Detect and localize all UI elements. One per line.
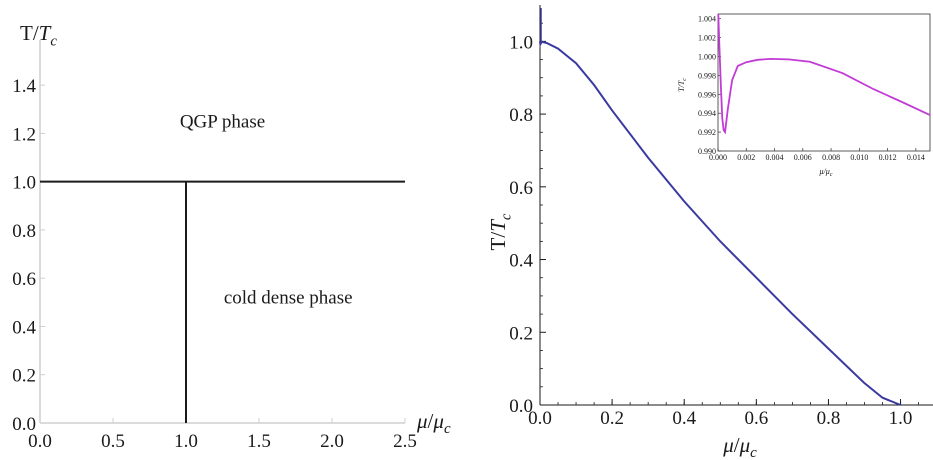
tc-curve-line	[539, 40, 901, 406]
y-tick-label: 1.0	[509, 32, 533, 53]
inset-frame	[717, 13, 931, 152]
inset-y-tick-label: 0.996	[698, 90, 716, 99]
inset-x-tick-label: 0.006	[794, 153, 812, 162]
x-tick-label: 0.0	[28, 431, 52, 452]
inset-y-tick-label: 1.000	[698, 53, 716, 62]
inset-curve-line	[717, 13, 931, 135]
x-tick-label: 1.0	[889, 408, 913, 429]
x-axis-label: μ/μc	[416, 409, 451, 437]
inset-x-tick-label: 0.012	[879, 153, 897, 162]
y-tick-label: 0.6	[509, 178, 533, 199]
inset-y-tick-label: 0.994	[698, 109, 716, 118]
x-tick-label: 0.5	[101, 431, 125, 452]
x-tick-label: 0.2	[600, 408, 624, 429]
inset-x-tick-label: 0.000	[709, 153, 727, 162]
x-tick-label: 2.5	[393, 431, 417, 452]
x-tick-label: 1.5	[247, 431, 271, 452]
inset-y-tick-label: 1.002	[698, 34, 716, 43]
x-tick-label: 0.6	[744, 408, 768, 429]
inset-y-tick-label: 0.992	[698, 128, 716, 137]
inset-y-tick-label: 1.004	[698, 15, 716, 24]
y-axis-label: T/Tc	[20, 21, 57, 49]
y-tick-label: 0.0	[509, 396, 533, 417]
phase-diagram-chart: 0.0 0.2 0.4 0.6 0.8 1.0 1.2 1.4 0.0 0.5 1.0 1.5 2.0 2…	[12, 21, 451, 452]
y-tick-label: 1.0	[12, 173, 36, 194]
y-tick-label: 1.4	[12, 76, 36, 97]
inset-x-tick-label: 0.002	[737, 153, 755, 162]
inset-y-tick-label: 0.998	[698, 71, 716, 80]
y-tick-label: 0.0	[12, 414, 36, 435]
y-axis-label: T/Tc	[486, 213, 514, 250]
x-tick-label: 2.0	[320, 431, 344, 452]
inset-chart: 0.990 0.992 0.994 0.996 0.998 1.000 1.002 1.004…	[677, 13, 931, 178]
inset-x-tick-label: 0.010	[850, 153, 868, 162]
y-tick-label: 0.2	[12, 366, 36, 387]
phase-annotation: QGP phase	[180, 111, 265, 132]
x-tick-label: 0.0	[528, 408, 552, 429]
y-tick-label: 0.6	[12, 269, 36, 290]
y-tick-label: 0.8	[509, 105, 533, 126]
y-tick-label: 0.4	[12, 317, 36, 338]
x-tick-label: 0.4	[672, 408, 696, 429]
x-tick-label: 0.8	[817, 408, 841, 429]
inset-x-tick-label: 0.014	[907, 153, 925, 162]
y-tick-label: 0.4	[509, 251, 533, 272]
inset-x-tick-label: 0.008	[822, 153, 840, 162]
y-tick-label: 1.2	[12, 124, 36, 145]
x-tick-label: 1.0	[174, 431, 198, 452]
inset-y-tick-label: 0.990	[698, 147, 716, 156]
y-tick-label: 0.2	[509, 323, 533, 344]
phase-annotation: cold dense phase	[224, 288, 353, 309]
inset-x-tick-label: 0.004	[766, 153, 784, 162]
critical-temperature-chart: 0.0 0.2 0.4 0.6 0.8 1.0 0.0 0.2 0.4 0.6 0.8 1.0 T/Tc…	[486, 5, 933, 460]
x-axis-label: μ/μc	[722, 433, 757, 460]
inset-x-axis-label: μ/μc	[819, 167, 833, 178]
inset-y-axis-label: T/Tc	[677, 78, 688, 92]
y-tick-label: 0.8	[12, 221, 36, 242]
